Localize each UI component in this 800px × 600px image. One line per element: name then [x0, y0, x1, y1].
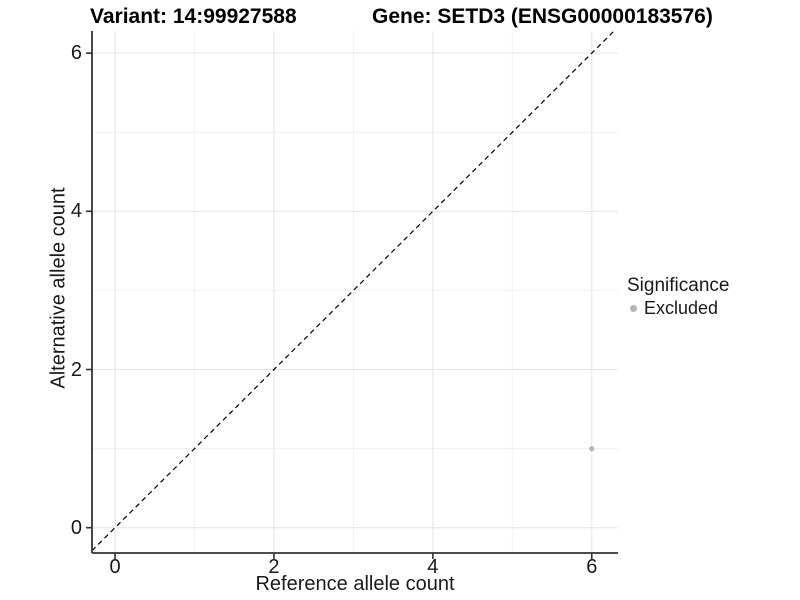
- y-tick-label: 6: [70, 42, 82, 65]
- x-tick-label: 6: [586, 556, 598, 578]
- x-tick-label: 0: [109, 556, 121, 578]
- y-tick-label: 2: [70, 358, 82, 381]
- y-tick-label: 0: [70, 516, 82, 539]
- plot-title-gene: Gene: SETD3 (ENSG00000183576): [372, 5, 713, 28]
- y-axis-title: Alternative allele count: [47, 187, 70, 389]
- x-tick-label: 4: [427, 556, 439, 578]
- x-axis-title: Reference allele count: [255, 573, 455, 595]
- plot-title-variant: Variant: 14:99927588: [90, 5, 297, 28]
- legend-title: Significance: [627, 275, 730, 296]
- legend-entry-label: Excluded: [644, 298, 719, 318]
- y-tick-label: 4: [70, 200, 82, 223]
- legend: Significance Excluded: [627, 274, 729, 319]
- data-point: [589, 446, 595, 452]
- legend-entry: Excluded: [627, 298, 729, 319]
- scatter-plot-canvas: [86, 31, 618, 559]
- legend-entries: Excluded: [627, 298, 729, 319]
- legend-key-dot-icon: [630, 305, 637, 312]
- x-tick-label: 2: [268, 556, 280, 578]
